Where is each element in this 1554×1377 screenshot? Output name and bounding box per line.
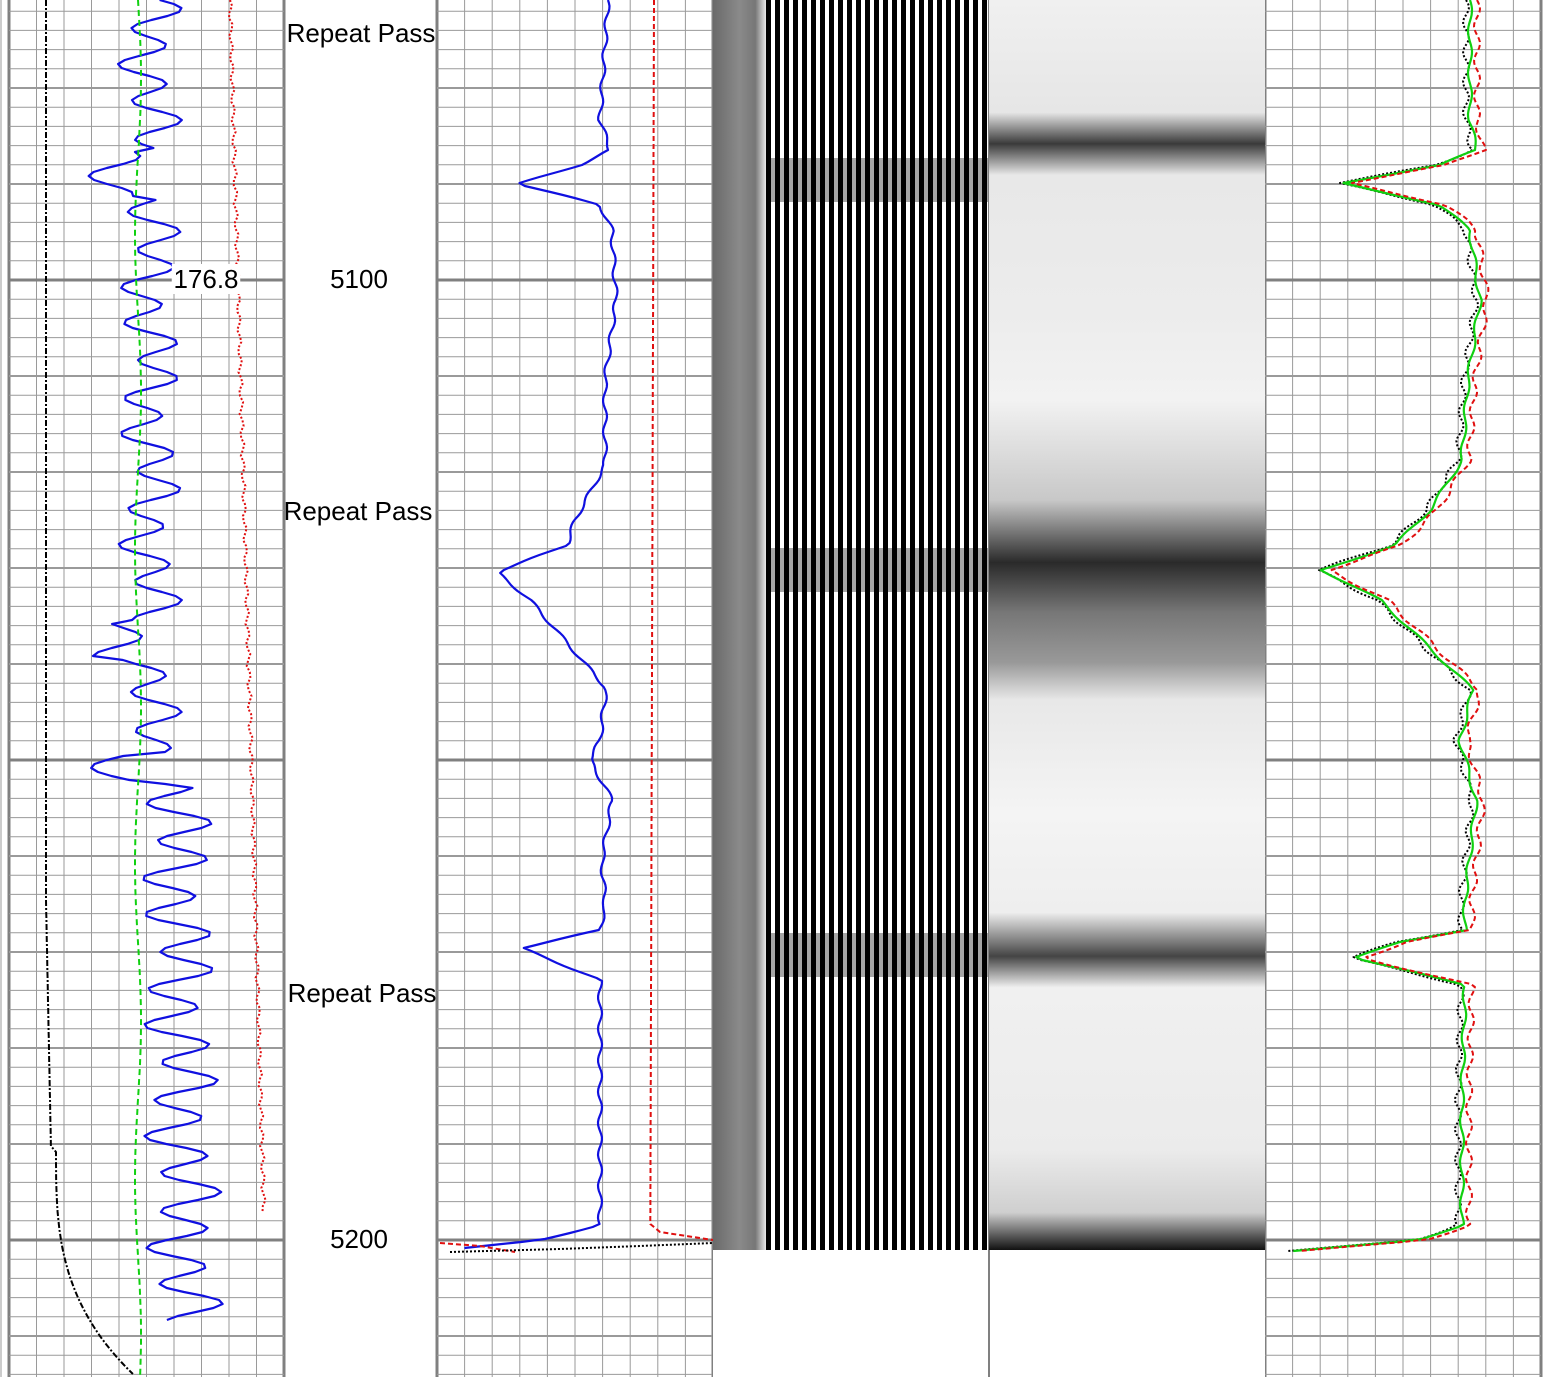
- depth-label-5100: 5100: [330, 264, 388, 294]
- depth-label-5200-bg: [331, 1224, 387, 1254]
- waveform-left-band: [713, 0, 766, 1250]
- depth-label-5200: 5200: [330, 1224, 388, 1254]
- curves: [45, 0, 1490, 1377]
- waveform-event-2: [766, 548, 988, 592]
- value-callout: 176.8: [173, 264, 238, 294]
- grayscale-image: [989, 0, 1265, 1250]
- track6-black-curve: [1287, 0, 1480, 1252]
- value-callout-bg: [171, 264, 241, 294]
- track1-blue-curve: [87, 0, 224, 1322]
- repeat-pass-label-1-bg: [289, 18, 433, 48]
- waveform-event-3: [766, 933, 988, 977]
- track6-red-curve: [1299, 0, 1490, 1252]
- track1-red-curve: [228, 0, 267, 1213]
- labels: Repeat Pass Repeat Pass Repeat Pass 5100 520…: [171, 18, 437, 1254]
- track6-green-curve: [1293, 0, 1483, 1253]
- image-tracks: [713, 0, 1265, 1377]
- track3-blue-curve: [464, 0, 619, 1250]
- track1-black-curve: [45, 0, 134, 1375]
- waveform-event-1: [766, 158, 988, 202]
- track3-red-tail: [439, 1242, 516, 1253]
- track3-red-curve: [649, 0, 714, 1241]
- repeat-pass-label-2: Repeat Pass: [284, 496, 433, 526]
- repeat-pass-label-3: Repeat Pass: [288, 978, 437, 1008]
- repeat-pass-label-1: Repeat Pass: [287, 18, 436, 48]
- depth-label-5100-bg: [331, 264, 387, 294]
- repeat-pass-label-3-bg: [290, 978, 434, 1008]
- waveform-stripes: [766, 0, 988, 1250]
- repeat-pass-label-2-bg: [286, 496, 430, 526]
